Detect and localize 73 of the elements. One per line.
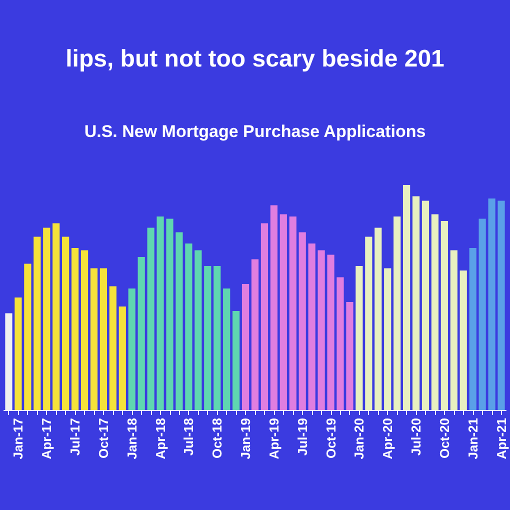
x-tick-label: Apr-19 — [266, 418, 282, 460]
bar — [156, 216, 164, 410]
bar — [14, 298, 22, 410]
bar — [176, 232, 183, 410]
bar — [80, 250, 88, 410]
bar — [346, 302, 354, 410]
bar — [498, 200, 505, 410]
chart-subtitle: U.S. New Mortgage Purchase Applications — [84, 122, 426, 141]
bar — [118, 306, 126, 410]
bar — [422, 200, 430, 410]
bar — [232, 311, 240, 410]
bar — [327, 254, 334, 410]
bar — [147, 228, 154, 410]
bar — [402, 185, 410, 410]
x-tick-label: Jan-20 — [352, 418, 367, 460]
bar — [374, 228, 382, 410]
bar — [62, 236, 70, 410]
x-tick-label: Jan-21 — [465, 418, 480, 460]
bar — [450, 250, 458, 410]
bar — [100, 268, 108, 410]
bar — [431, 214, 439, 410]
bar — [280, 214, 287, 410]
bar — [214, 266, 221, 410]
bar — [318, 250, 325, 410]
bar — [365, 236, 372, 410]
x-tick-label: Apr-18 — [152, 418, 168, 460]
bar — [460, 270, 467, 410]
x-tick-label: Apr-20 — [380, 418, 396, 460]
bar — [298, 232, 306, 410]
x-tick-label: Jul-18 — [181, 418, 196, 456]
bar — [194, 250, 202, 410]
x-tick-label: Jul-17 — [68, 418, 83, 456]
x-tick-label: Apr-17 — [39, 418, 54, 460]
chart-title: lips, but not too scary beside 201 — [66, 46, 444, 72]
bar — [71, 248, 79, 410]
bar — [394, 216, 401, 410]
bar — [52, 223, 60, 410]
x-tick-label: Apr-21 — [494, 418, 509, 460]
x-tick-label: Oct-19 — [323, 418, 338, 458]
bar — [469, 248, 476, 410]
x-tick-label: Oct-18 — [210, 418, 225, 458]
bar — [34, 236, 41, 410]
bar — [242, 284, 250, 410]
bar — [109, 286, 116, 410]
bar — [251, 259, 259, 410]
bar — [440, 221, 448, 410]
bar — [138, 257, 145, 410]
x-tick-label: Oct-17 — [96, 418, 111, 458]
x-tick-label: Jul-19 — [294, 418, 310, 456]
bar — [384, 268, 392, 410]
bar — [270, 205, 278, 410]
bar — [356, 266, 363, 410]
x-tick-label: Jan-17 — [10, 418, 26, 460]
bar — [308, 244, 316, 410]
bar — [289, 216, 296, 410]
bar — [166, 218, 174, 410]
bar — [5, 313, 12, 410]
bar — [185, 244, 192, 410]
bar — [223, 288, 230, 410]
bar — [488, 198, 496, 410]
bar — [24, 264, 32, 410]
bar — [412, 196, 420, 410]
bar — [43, 228, 50, 410]
x-tick-label: Oct-20 — [436, 418, 452, 458]
bar — [260, 223, 268, 410]
bar — [478, 218, 486, 410]
x-tick-label: Jan-18 — [124, 418, 140, 460]
bar — [204, 266, 212, 410]
bar — [128, 288, 136, 410]
x-tick-label: Jul-20 — [408, 418, 424, 456]
bar — [90, 268, 98, 410]
bar — [336, 277, 344, 410]
x-tick-label: Jan-19 — [238, 418, 254, 460]
